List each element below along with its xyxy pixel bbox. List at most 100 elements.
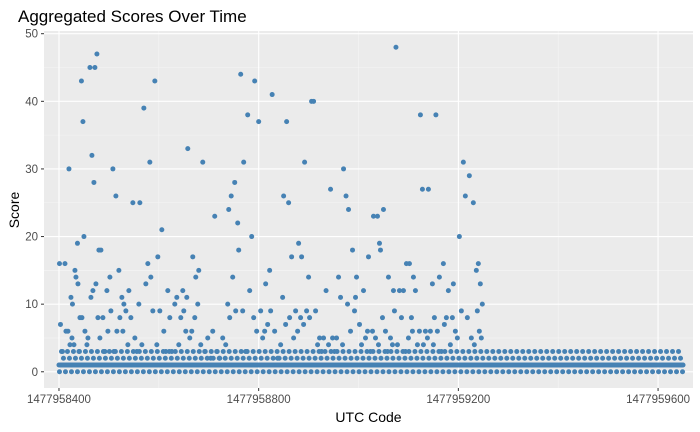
- data-point: [334, 335, 340, 341]
- data-point: [598, 348, 604, 354]
- data-point: [162, 355, 168, 361]
- data-point: [286, 200, 292, 206]
- data-point: [113, 193, 119, 199]
- data-point: [418, 348, 424, 354]
- data-point: [81, 234, 87, 240]
- data-point: [384, 355, 390, 361]
- data-point: [295, 328, 301, 334]
- data-point: [343, 193, 349, 199]
- data-point: [104, 288, 110, 294]
- data-point: [66, 166, 72, 172]
- data-point: [230, 274, 236, 280]
- data-point: [398, 369, 404, 375]
- data-point: [322, 348, 328, 354]
- data-point: [520, 348, 526, 354]
- data-point: [638, 369, 644, 375]
- data-point: [474, 355, 480, 361]
- data-point: [150, 308, 156, 314]
- data-point: [508, 348, 514, 354]
- data-point: [460, 348, 466, 354]
- data-point: [640, 348, 646, 354]
- data-point: [328, 186, 334, 192]
- data-point: [302, 159, 308, 165]
- data-point: [152, 369, 158, 375]
- data-point: [361, 288, 367, 294]
- data-point: [372, 355, 378, 361]
- data-point: [225, 301, 231, 307]
- data-point: [562, 348, 568, 354]
- data-point: [462, 355, 468, 361]
- data-point: [544, 348, 550, 354]
- data-point: [382, 328, 388, 334]
- data-point: [430, 348, 436, 354]
- data-point: [193, 274, 199, 280]
- data-point: [60, 355, 66, 361]
- data-point: [680, 362, 686, 368]
- data-point: [368, 369, 374, 375]
- data-point: [302, 369, 308, 375]
- data-point: [341, 166, 347, 172]
- data-point: [139, 342, 145, 348]
- data-point: [128, 369, 134, 375]
- data-point: [576, 355, 582, 361]
- data-point: [268, 308, 274, 314]
- data-point: [88, 348, 94, 354]
- data-point: [124, 348, 130, 354]
- data-point: [408, 315, 414, 321]
- data-point: [670, 348, 676, 354]
- data-point: [80, 369, 86, 375]
- data-point: [258, 355, 264, 361]
- data-point: [241, 159, 247, 165]
- data-point: [360, 355, 366, 361]
- data-point: [398, 315, 404, 321]
- data-point: [82, 348, 88, 354]
- data-point: [69, 301, 75, 307]
- data-point: [672, 355, 678, 361]
- data-point: [560, 369, 566, 375]
- data-point: [449, 315, 455, 321]
- data-point: [425, 186, 431, 192]
- data-point: [85, 335, 91, 341]
- data-point: [67, 342, 73, 348]
- data-point: [496, 348, 502, 354]
- data-point: [656, 369, 662, 375]
- data-point: [468, 335, 474, 341]
- data-point: [406, 348, 412, 354]
- data-point: [385, 274, 391, 280]
- data-point: [442, 348, 448, 354]
- data-point: [628, 348, 634, 354]
- data-point: [446, 369, 452, 375]
- data-point: [274, 348, 280, 354]
- data-point: [420, 355, 426, 361]
- data-point: [238, 348, 244, 354]
- data-point: [310, 348, 316, 354]
- data-point: [106, 348, 112, 354]
- data-point: [400, 288, 406, 294]
- data-point: [642, 355, 648, 361]
- data-point: [251, 315, 257, 321]
- data-point: [78, 78, 84, 84]
- data-point: [650, 369, 656, 375]
- data-point: [152, 78, 158, 84]
- data-point: [294, 355, 300, 361]
- data-point: [80, 119, 86, 125]
- data-point: [540, 355, 546, 361]
- data-point: [578, 369, 584, 375]
- data-point: [458, 369, 464, 375]
- data-point: [134, 348, 140, 354]
- data-point: [492, 355, 498, 361]
- axes: 0 10 20 30 40 50 1477958400 1477958800 147795920…: [25, 29, 690, 406]
- data-point: [429, 281, 435, 287]
- data-point: [441, 321, 447, 327]
- data-point: [362, 369, 368, 375]
- data-point: [352, 348, 358, 354]
- data-point: [220, 348, 226, 354]
- data-point: [404, 369, 410, 375]
- data-point: [298, 315, 304, 321]
- data-point: [262, 348, 268, 354]
- data-point: [164, 369, 170, 375]
- data-point: [380, 207, 386, 212]
- data-point: [208, 348, 214, 354]
- data-point: [283, 321, 289, 327]
- data-point: [644, 369, 650, 375]
